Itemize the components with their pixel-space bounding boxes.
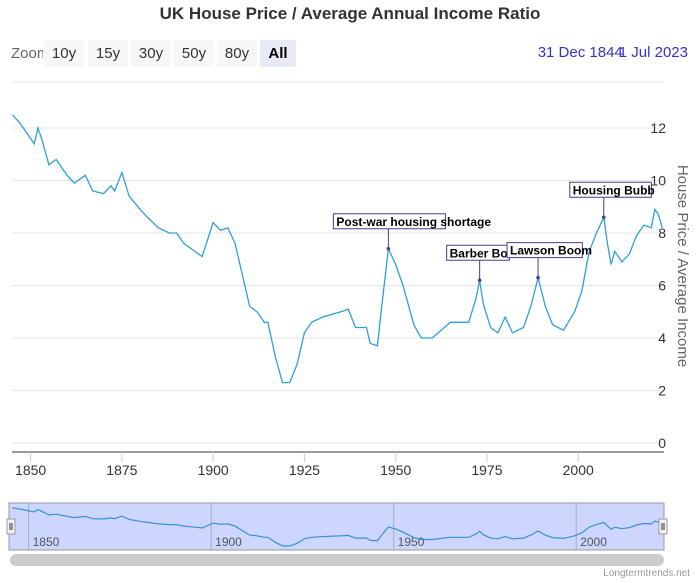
zoom-50y-button[interactable]: 50y	[174, 40, 214, 67]
x-tick-label: 1875	[106, 462, 137, 478]
navigator-handle-left[interactable]	[6, 518, 16, 535]
annotation-label: Post-war housing shortage	[336, 215, 491, 229]
chart-title: UK House Price / Average Annual Income R…	[159, 4, 541, 23]
y-tick-label: 6	[658, 278, 666, 294]
annotation-box	[506, 242, 583, 259]
navigator-handle-right[interactable]	[658, 518, 668, 535]
x-tick-label: 2000	[563, 462, 594, 478]
annotation-label: Housing Bubb	[573, 183, 655, 197]
annotation-point	[601, 215, 606, 220]
scrollbar[interactable]	[10, 554, 664, 566]
zoom-10y-button[interactable]: 10y	[44, 40, 84, 67]
zoom-all-button[interactable]: All	[260, 40, 296, 67]
annotation-point	[536, 275, 540, 280]
y-tick-label: 10	[650, 173, 666, 189]
navigator-tick-label: 2000	[580, 535, 607, 549]
date-range[interactable]: 31 Dec 18441 Jul 2023	[538, 44, 688, 61]
y-axis-title: House Price / Average Income	[674, 165, 691, 367]
annotation-label: Lawson Boom	[510, 244, 592, 258]
x-tick-label: 1850	[15, 462, 46, 478]
series-line	[11, 114, 663, 384]
annotation-box	[569, 181, 652, 198]
x-tick-label: 1975	[471, 462, 502, 478]
range-from[interactable]: 31 Dec 1844	[537, 44, 623, 61]
y-tick-label: 4	[658, 330, 666, 346]
annotation-point	[386, 246, 391, 251]
zoom-15y-button[interactable]: 15y	[88, 40, 128, 67]
y-tick-label: 12	[650, 120, 666, 136]
navigator-series	[12, 507, 663, 547]
credit[interactable]: Longtermtrends.net	[603, 568, 690, 579]
x-tick-label: 1900	[198, 462, 229, 478]
annotation-label: Barber Bo	[450, 246, 508, 260]
zoom-label: Zoom	[11, 45, 43, 62]
y-tick-label: 2	[658, 383, 666, 399]
x-tick-label: 1950	[380, 462, 411, 478]
annotation-box	[332, 213, 446, 230]
range-to[interactable]: 1 Jul 2023	[618, 44, 688, 61]
annotation-point	[477, 278, 482, 283]
navigator-mask	[8, 502, 665, 551]
y-tick-label: 8	[658, 225, 666, 241]
y-tick-label: 0	[658, 435, 666, 451]
x-tick-label: 1925	[289, 462, 320, 478]
zoom-80y-button[interactable]: 80y	[217, 40, 257, 67]
navigator-tick-label: 1850	[33, 535, 60, 549]
navigator-tick-label: 1950	[398, 535, 425, 549]
navigator-tick-label: 1900	[215, 535, 242, 549]
zoom-30y-button[interactable]: 30y	[131, 40, 171, 67]
